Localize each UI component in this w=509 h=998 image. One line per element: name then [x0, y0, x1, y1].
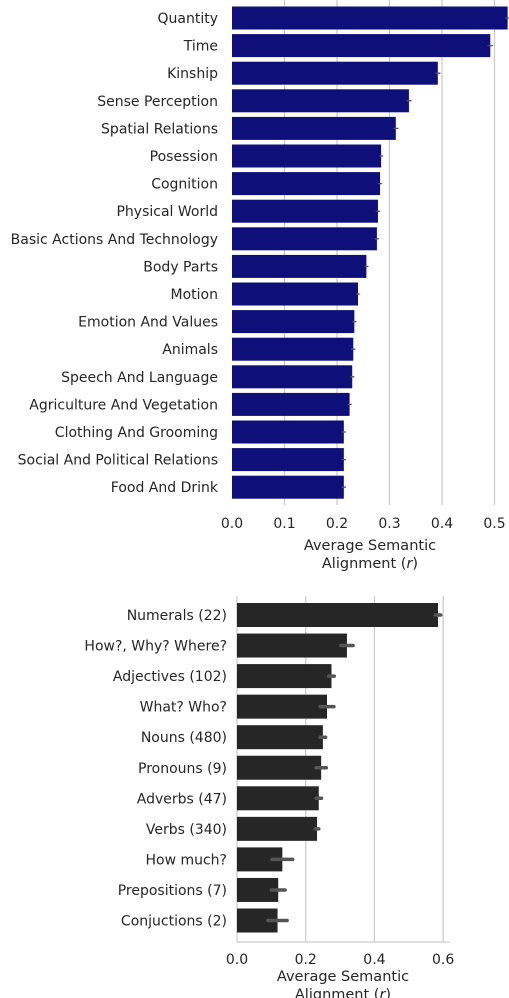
bar [232, 199, 378, 223]
bar [237, 633, 347, 658]
x-tick-label: 0.2 [326, 516, 348, 532]
x-tick-label: 0.4 [431, 516, 453, 532]
category-label: Animals [162, 342, 218, 358]
category-label: Basic Actions And Technology [11, 232, 218, 248]
category-label: Prepositions (7) [118, 883, 227, 899]
category-label: Body Parts [143, 259, 218, 275]
x-axis-label-text: Alignment ( [295, 987, 380, 998]
x-axis-label-end: ) [412, 556, 418, 572]
category-label: What? Who? [140, 700, 227, 716]
chart-semantic-domains: Quantity Time Kinship Sense Perception Spati… [11, 0, 509, 572]
x-tick-label: 0.2 [295, 952, 317, 968]
category-label: Speech And Language [61, 370, 218, 386]
bar [232, 144, 382, 168]
x-tick-label: 0.6 [432, 952, 454, 968]
x-tick-labels: 0.0 0.1 0.2 0.3 0.4 0.5 [221, 516, 506, 532]
category-label: How?, Why? Where? [84, 639, 227, 655]
y-tick-labels: Numerals (22) How?, Why? Where? Adjectives… [84, 608, 227, 930]
category-label: Conjuctions (2) [121, 914, 227, 930]
category-label: Adverbs (47) [137, 791, 227, 807]
category-label: Food And Drink [111, 480, 219, 496]
y-tick-labels: Quantity Time Kinship Sense Perception Spati… [11, 11, 219, 496]
bar [237, 694, 328, 719]
x-tick-labels: 0.0 0.2 0.4 0.6 [226, 952, 454, 968]
category-label: Spatial Relations [101, 121, 218, 137]
bar [232, 310, 355, 334]
bar [237, 664, 332, 689]
bars [237, 603, 443, 933]
bar [237, 816, 318, 841]
x-axis-label-var: r [379, 987, 386, 998]
category-label: Social And Political Relations [18, 453, 218, 469]
x-axis-label-text: Alignment ( [322, 556, 407, 572]
bar [232, 337, 354, 361]
x-tick-label: 0.1 [273, 516, 295, 532]
category-label: Adjectives (102) [113, 669, 227, 685]
x-axis-label-end: ) [385, 987, 391, 998]
bar [237, 755, 322, 780]
x-axis-label-line2: Alignment (r) [322, 556, 418, 572]
category-label: Posession [150, 149, 218, 165]
x-tick-label: 0.5 [483, 516, 505, 532]
category-label: Verbs (340) [146, 822, 227, 838]
x-tick-label: 0.3 [378, 516, 400, 532]
category-label: Physical World [116, 204, 218, 220]
category-label: Numerals (22) [127, 608, 227, 624]
x-axis-label-line2: Alignment (r) [295, 987, 391, 998]
category-label: Cognition [151, 177, 218, 193]
bar [232, 6, 508, 30]
bar [232, 392, 350, 416]
category-label: Kinship [167, 66, 218, 82]
category-label: Sense Perception [97, 94, 218, 110]
bar [232, 254, 367, 278]
bar [232, 89, 409, 113]
bar [237, 786, 319, 811]
category-label: Quantity [158, 11, 219, 27]
category-label: Agriculture And Vegetation [29, 397, 218, 413]
category-label: Emotion And Values [78, 315, 218, 331]
bar [232, 227, 377, 251]
bar [232, 34, 491, 58]
x-axis-label-line1: Average Semantic [277, 969, 409, 985]
bar [232, 116, 396, 140]
bar [232, 365, 353, 389]
bar [232, 61, 438, 85]
category-label: How much? [145, 852, 227, 868]
category-label: Nouns (480) [141, 730, 227, 746]
bar [232, 172, 381, 196]
x-tick-label: 0.0 [221, 516, 243, 532]
bar [232, 420, 344, 444]
bar [232, 475, 344, 499]
bar [232, 282, 358, 306]
bar [232, 448, 344, 472]
x-axis-label-var: r [406, 556, 413, 572]
x-tick-label: 0.0 [226, 952, 248, 968]
bar [237, 725, 323, 750]
x-tick-label: 0.4 [363, 952, 385, 968]
category-label: Time [183, 39, 218, 55]
x-axis-label-line1: Average Semantic [304, 538, 436, 554]
category-label: Clothing And Grooming [55, 425, 218, 441]
bar [237, 603, 438, 627]
category-label: Motion [171, 287, 218, 303]
bars [232, 6, 509, 499]
chart-word-classes: Numerals (22) How?, Why? Where? Adjectives… [84, 596, 454, 998]
category-label: Pronouns (9) [138, 761, 227, 777]
